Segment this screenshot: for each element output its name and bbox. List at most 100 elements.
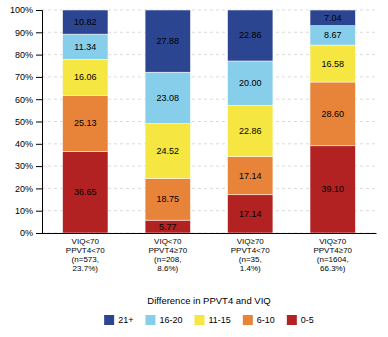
bar-segment: [145, 178, 190, 220]
tick-label-line: PPVT4≥70: [313, 246, 352, 255]
bar-segment: [145, 220, 190, 233]
tick-label: VIQ<70PPVT4≥70(n=208,8.6%): [148, 237, 187, 274]
data-label: 5.77: [159, 222, 177, 232]
y-tick: 70%: [15, 72, 42, 82]
tick-label: 70%: [15, 72, 33, 82]
tick-mark: [36, 188, 42, 189]
bar-segment: [310, 10, 355, 26]
data-label: 22.86: [239, 30, 262, 40]
legend-label: 21+: [118, 315, 133, 325]
data-label: 16.58: [321, 59, 344, 69]
tick-label-line: 23.7%): [73, 264, 99, 273]
tick-label: 20%: [15, 184, 33, 194]
tick-label-line: 1.4%): [240, 264, 261, 273]
legend-label: 11-15: [208, 315, 230, 325]
data-label: 11.34: [74, 42, 96, 52]
axis-line: [43, 233, 377, 234]
tick-mark: [36, 144, 42, 145]
data-label: 8.67: [324, 30, 342, 40]
y-tick: 80%: [15, 50, 42, 60]
y-tick: 50%: [15, 117, 42, 127]
tick-label: 40%: [15, 139, 33, 149]
tick-label-line: VIQ<70: [72, 237, 100, 246]
y-tick: 90%: [15, 28, 42, 38]
tick-label: 90%: [15, 28, 33, 38]
legend-swatch: [243, 315, 253, 325]
tick-label-line: (n=35,: [239, 255, 262, 264]
y-tick: 60%: [15, 95, 42, 105]
tick-label-line: VIQ<70: [154, 237, 182, 246]
chart: 36.655.7717.1439.1025.1318.7517.1428.601…: [0, 0, 388, 337]
legend-swatch: [145, 315, 155, 325]
series: [63, 10, 356, 72]
data-label: 27.88: [156, 36, 179, 46]
x-axis-title: Difference in PPVT4 and VIQ: [147, 295, 270, 306]
bar-segment: [228, 195, 273, 233]
series: [63, 26, 356, 124]
data-label: 22.86: [239, 126, 262, 136]
bar-segment: [310, 146, 355, 233]
tick-mark: [36, 166, 42, 167]
data-label: 28.60: [321, 109, 344, 119]
data-label: 17.14: [239, 209, 262, 219]
legend: 21+ 16-20 11-15 6-10 0-5: [104, 315, 314, 325]
tick-mark: [36, 10, 42, 11]
legend-label: 0-5: [301, 315, 314, 325]
tick-label: 80%: [15, 50, 33, 60]
tick-mark: [36, 77, 42, 78]
data-label: 20.00: [239, 78, 262, 88]
tick-label: VIQ<70PPVT4<70(n=573,23.7%): [66, 237, 105, 274]
x-tick: VIQ≥70PPVT4≥70(n=1604,66.3%): [313, 237, 352, 274]
tick-label-line: 66.3%): [320, 264, 346, 273]
legend-label: 6-10: [257, 315, 275, 325]
bar-segment: [63, 151, 108, 233]
bar-segment: [145, 10, 190, 72]
tick-label-line: VIQ≥70: [319, 237, 347, 246]
x-tick: VIQ<70PPVT4<70(n=573,23.7%): [66, 237, 105, 274]
tick-label: 100%: [10, 5, 33, 15]
tick-label-line: PPVT4<70: [66, 246, 105, 255]
tick-label: 60%: [15, 95, 33, 105]
legend-item: 0-5: [287, 315, 314, 325]
tick-label: 0%: [20, 228, 33, 238]
data-label: 36.65: [74, 187, 97, 197]
x-tick: VIQ≥70PPVT4<70(n=35,1.4%): [231, 237, 270, 274]
tick-label-line: (n=1604,: [317, 255, 349, 264]
y-tick: 20%: [15, 184, 42, 194]
bar-segment: [310, 26, 355, 45]
y-axis: 0%10%20%30%40%50%60%70%80%90%100%: [10, 5, 43, 238]
bar-segment: [63, 59, 108, 95]
bar-segment: [310, 82, 355, 146]
bar-segment: [145, 124, 190, 179]
tick-label: VIQ≥70PPVT4≥70(n=1604,66.3%): [313, 237, 352, 274]
tick-mark: [36, 122, 42, 123]
data-label: 25.13: [74, 118, 97, 128]
tick-label: 50%: [15, 117, 33, 127]
bar-segment: [310, 45, 355, 82]
bar-segment: [63, 10, 108, 34]
series: [63, 45, 356, 178]
tick-mark: [36, 55, 42, 56]
y-tick: 10%: [15, 206, 42, 216]
data-label: 39.10: [321, 184, 344, 194]
legend-item: 11-15: [194, 315, 230, 325]
legend-label: 16-20: [159, 315, 182, 325]
bar-segment: [228, 10, 273, 61]
x-tick: VIQ<70PPVT4≥70(n=208,8.6%): [148, 237, 187, 274]
legend-swatch: [194, 315, 204, 325]
series: [63, 82, 356, 220]
data-label: 23.08: [156, 93, 179, 103]
legend-swatch: [287, 315, 297, 325]
bar-segment: [228, 157, 273, 195]
tick-label: 10%: [15, 206, 33, 216]
bar-segment: [63, 95, 108, 151]
legend-item: 21+: [104, 315, 133, 325]
tick-label-line: (n=208,: [154, 255, 181, 264]
tick-label-line: PPVT4<70: [231, 246, 270, 255]
data-label: 7.04: [324, 13, 342, 23]
plot: 36.655.7717.1439.1025.1318.7517.1428.601…: [10, 5, 377, 325]
bar-segment: [228, 106, 273, 157]
data-labels: 36.655.7717.1439.1025.1318.7517.1428.601…: [74, 13, 344, 232]
bar-segment: [228, 61, 273, 106]
legend-item: 6-10: [243, 315, 275, 325]
